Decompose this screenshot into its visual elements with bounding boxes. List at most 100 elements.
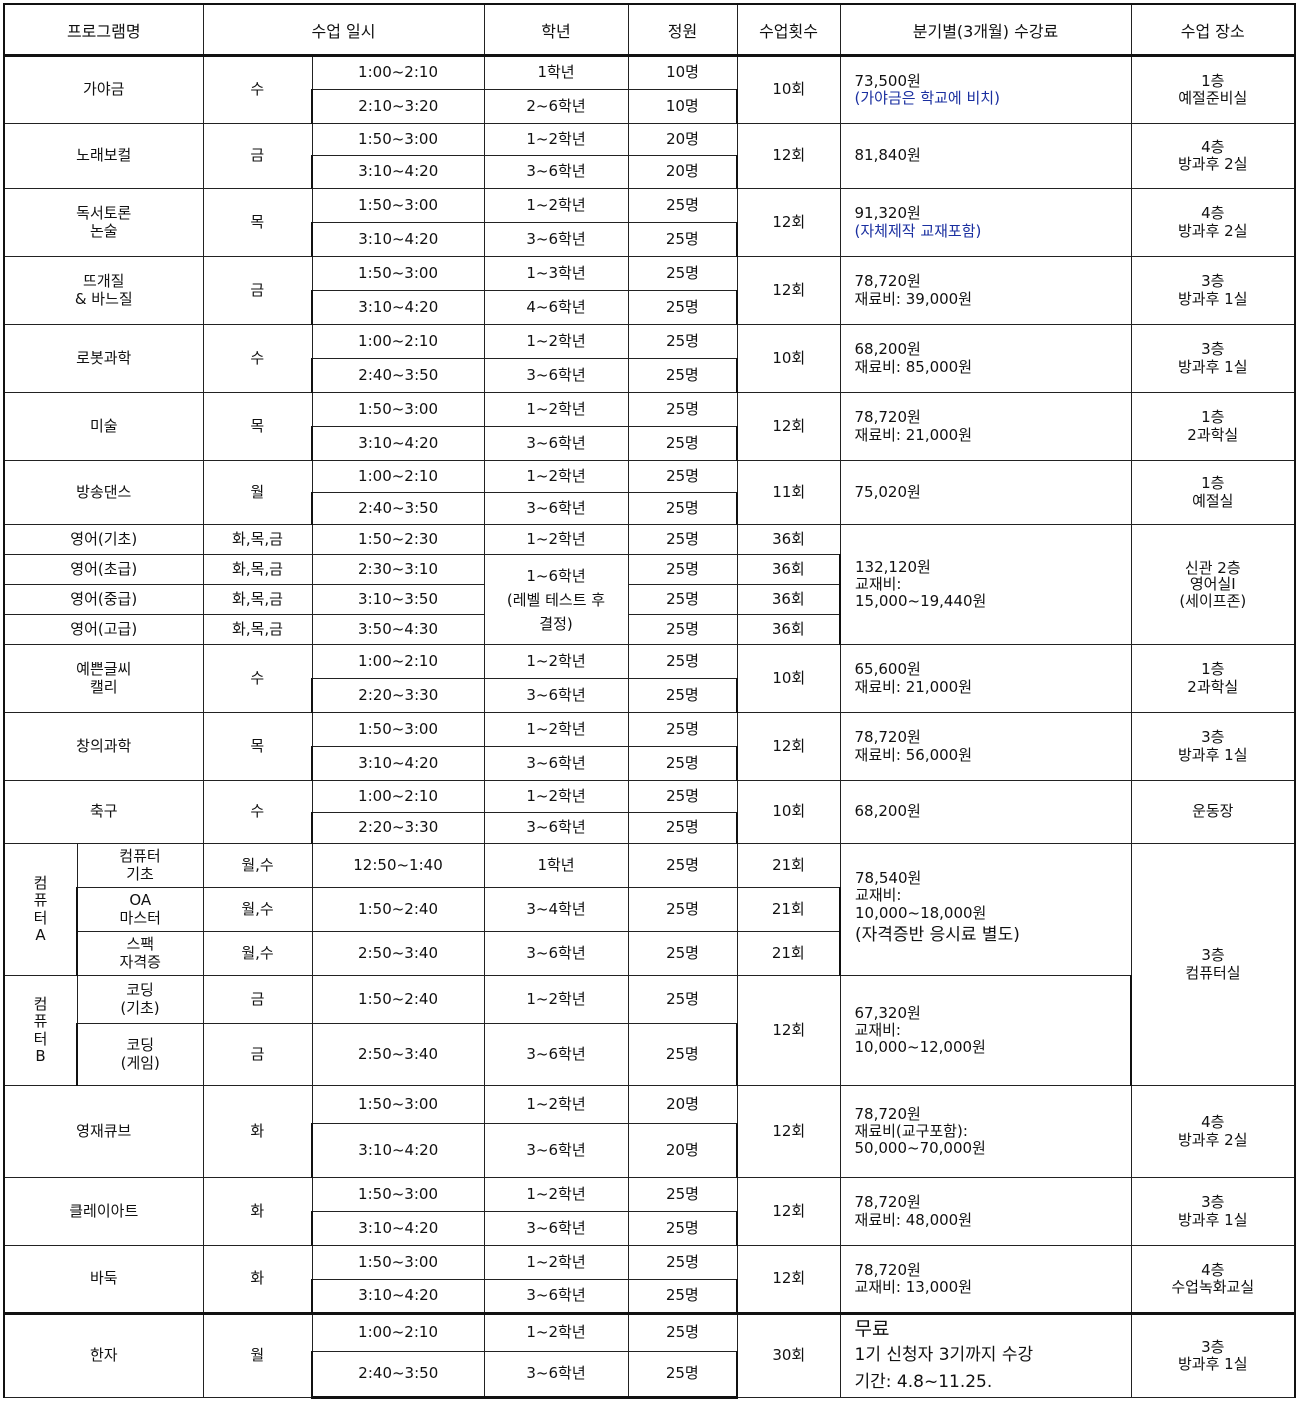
program-name-line: 자격증: [119, 952, 161, 971]
table-row: 2:40~3:50 3~6학년 25명: [4, 358, 1295, 393]
fee: 91,320원 (자체제작 교재포함): [839, 188, 1132, 257]
fee: 68,200원: [839, 780, 1132, 844]
grade: 3~6학년: [483, 492, 629, 525]
place-room: 방과후 1실: [1178, 357, 1248, 376]
program-name-line: & 바느질: [74, 289, 133, 308]
capacity: 25명: [627, 1023, 739, 1086]
place-room: 수업녹화교실: [1171, 1278, 1255, 1296]
table-row: 3:10~4:20 3~6학년 25명: [4, 426, 1295, 461]
grade-line: 결정): [539, 614, 573, 633]
fee-textbook-label: 교재비:: [855, 574, 902, 593]
grade: 1~2학년: [483, 460, 629, 493]
class-count: 36회: [736, 614, 842, 645]
class-day: 목: [202, 392, 313, 461]
class-time: 1:50~3:00: [311, 1085, 485, 1124]
class-count: 21회: [736, 887, 842, 932]
fee: 78,720원 재료비: 48,000원: [839, 1177, 1132, 1246]
class-time: 2:30~3:10: [311, 554, 485, 585]
capacity: 25명: [627, 524, 738, 555]
header-grade: 학년: [483, 3, 629, 57]
capacity: 20명: [627, 155, 739, 189]
grade: 1~2학년: [483, 1312, 629, 1352]
table-row: 2:40~3:50 3~6학년 25명: [4, 492, 1295, 525]
table-row: 3:10~4:20 3~6학년 25명: [4, 1279, 1295, 1314]
program-name: 창의과학: [2, 712, 204, 781]
fee-material: 50,000~70,000원: [854, 1139, 986, 1158]
class-day: 월,수: [202, 931, 313, 976]
table-row: 바둑 화 1:50~3:00 1~2학년 25명 12회 78,720원 교재비:…: [2, 1245, 1297, 1314]
capacity: 25명: [627, 614, 738, 645]
capacity: 25명: [627, 358, 739, 393]
grade: 1~2학년: [483, 780, 629, 813]
capacity: 25명: [627, 1245, 738, 1280]
program-name: 컴퓨터 기초: [76, 843, 204, 888]
capacity: 25명: [627, 1351, 739, 1399]
table-row: 영어(고급) 화,목,금 3:50~4:30 25명 36회: [2, 614, 1295, 645]
grade: 3~4학년: [483, 887, 629, 932]
fee: 132,120원 교재비: 15,000~19,440원: [839, 524, 1132, 645]
class-time: 1:00~2:10: [311, 460, 485, 493]
capacity: 25명: [627, 780, 738, 813]
capacity: 25명: [627, 712, 738, 747]
class-count: 10회: [736, 644, 841, 713]
class-count: 10회: [736, 324, 841, 393]
grade: 3~6학년: [483, 1123, 629, 1178]
class-time: 3:10~4:20: [311, 426, 485, 461]
place-room: 방과후 1실: [1178, 1355, 1248, 1373]
place-floor: 1층: [1201, 71, 1225, 90]
place-floor: 1층: [1201, 474, 1225, 493]
grade: 1~2학년: [483, 188, 629, 223]
capacity: 25명: [627, 644, 738, 679]
table-row: 클레이아트 화 1:50~3:00 1~2학년 25명 12회 78,720원 재…: [2, 1177, 1297, 1246]
class-day: 금: [202, 1023, 313, 1086]
place: 운동장: [1130, 780, 1297, 844]
vertical-char: 터: [33, 1029, 48, 1048]
place-floor: 3층: [1201, 1337, 1225, 1356]
capacity: 25명: [627, 843, 738, 888]
class-day: 금: [202, 123, 313, 189]
grade: 3~6학년: [483, 812, 629, 844]
class-time: 2:50~3:40: [311, 931, 485, 976]
vertical-char: 퓨: [33, 1012, 48, 1031]
program-name-line: 스팩: [126, 935, 155, 954]
place-floor: 3층: [1201, 728, 1225, 747]
fee-note: (가야금은 학교에 비치): [854, 89, 1000, 107]
grade: 3~6학년: [483, 1023, 629, 1086]
grade: 4~6학년: [483, 290, 629, 325]
table-row: 방송댄스 월 1:00~2:10 1~2학년 25명 11회 75,020원 1…: [2, 460, 1297, 525]
table-row: 독서토론 논술 목 1:50~3:00 1~2학년 25명 12회 91,320원…: [2, 188, 1297, 257]
program-name: 미술: [2, 392, 204, 461]
class-time: 1:50~3:00: [311, 392, 485, 427]
grade: 3~6학년: [483, 931, 629, 976]
table-row: 코딩 (게임) 금 2:50~3:40 3~6학년 25명: [4, 1023, 1295, 1086]
place-floor: 4층: [1201, 204, 1225, 223]
table-row: 영재큐브 화 1:50~3:00 1~2학년 20명 12회 78,720원 재료…: [2, 1085, 1297, 1178]
table-row: 3:10~4:20 3~6학년 20명: [4, 1123, 1295, 1178]
class-time: 2:20~3:30: [311, 812, 485, 844]
class-day: 화,목,금: [202, 524, 313, 555]
place-room: 방과후 1실: [1178, 289, 1248, 308]
class-day: 수: [202, 55, 313, 124]
class-count: 12회: [736, 188, 841, 257]
class-count: 12회: [736, 712, 841, 781]
grade: 3~6학년: [483, 1211, 629, 1246]
capacity: 25명: [627, 678, 739, 713]
fee-textbook: 10,000~12,000원: [854, 1038, 986, 1057]
place: 1층 2과학실: [1130, 392, 1297, 461]
program-name: 영어(고급): [2, 614, 204, 645]
fee-textbook-label: 교재비:: [854, 1020, 901, 1039]
fee-amount: 68,200원: [854, 802, 921, 821]
table-row: 한자 월 1:00~2:10 1~2학년 25명 30회 무료 1기 신청자 3기…: [2, 1312, 1297, 1398]
place-room: 방과후 1실: [1178, 1210, 1248, 1229]
class-day: 월,수: [202, 887, 313, 932]
program-name: 영어(초급): [2, 554, 204, 585]
program-name: 한자: [2, 1312, 204, 1398]
class-day: 월,수: [202, 843, 313, 888]
place-floor: 4층: [1201, 1113, 1225, 1132]
class-count: 21회: [736, 843, 841, 888]
fee-material-label: 재료비(교구포함):: [854, 1121, 968, 1140]
place: 3층 방과후 1실: [1130, 256, 1297, 325]
grade: 1~2학년: [483, 524, 629, 555]
program-name-line: 컴퓨터: [119, 847, 161, 866]
fee-amount: 81,840원: [854, 146, 921, 165]
